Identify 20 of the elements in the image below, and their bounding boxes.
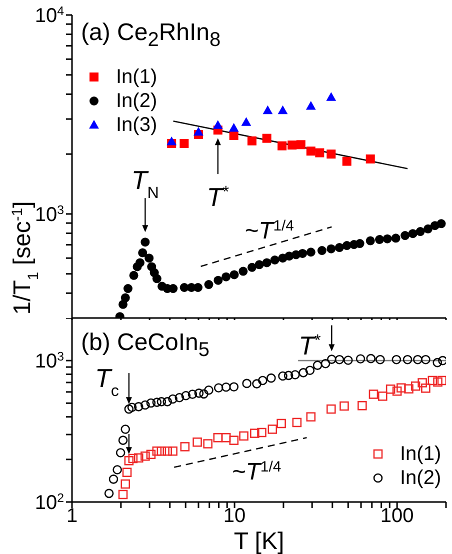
y-tick-label: 10$^{4}$ [34, 4, 64, 27]
series-label: ~T$^{1/4}$ [244, 218, 294, 245]
legend-label: In(2) [116, 90, 158, 112]
legend-label: In(1) [116, 66, 158, 88]
x-axis-title: T [K] [234, 528, 284, 554]
x-tick-label: 10 [223, 505, 246, 527]
text: (b) CeCoIn$_{5}$ [81, 329, 210, 363]
annotation: T$^{*}$ [298, 330, 322, 360]
legend-label: In(1) [400, 442, 442, 466]
legend-label: In(2) [400, 466, 442, 490]
annotation: T$^{*}$ [206, 182, 230, 212]
series-label: ~T$^{1/4}$ [232, 458, 282, 486]
chart-title: (a) Ce$_{2}$RhIn$_{8}$ [81, 19, 221, 53]
annotation: T$_{c}$ [94, 363, 119, 400]
x-tick-label: 1 [66, 505, 78, 527]
y-tick-label: 10$^{3}$ [34, 350, 64, 373]
x-tick-label: 100 [380, 505, 414, 527]
legend-label: In(3) [116, 114, 158, 136]
y-tick-label: 10$^{2}$ [34, 491, 64, 514]
annotation: T$_{N}$ [131, 165, 159, 202]
